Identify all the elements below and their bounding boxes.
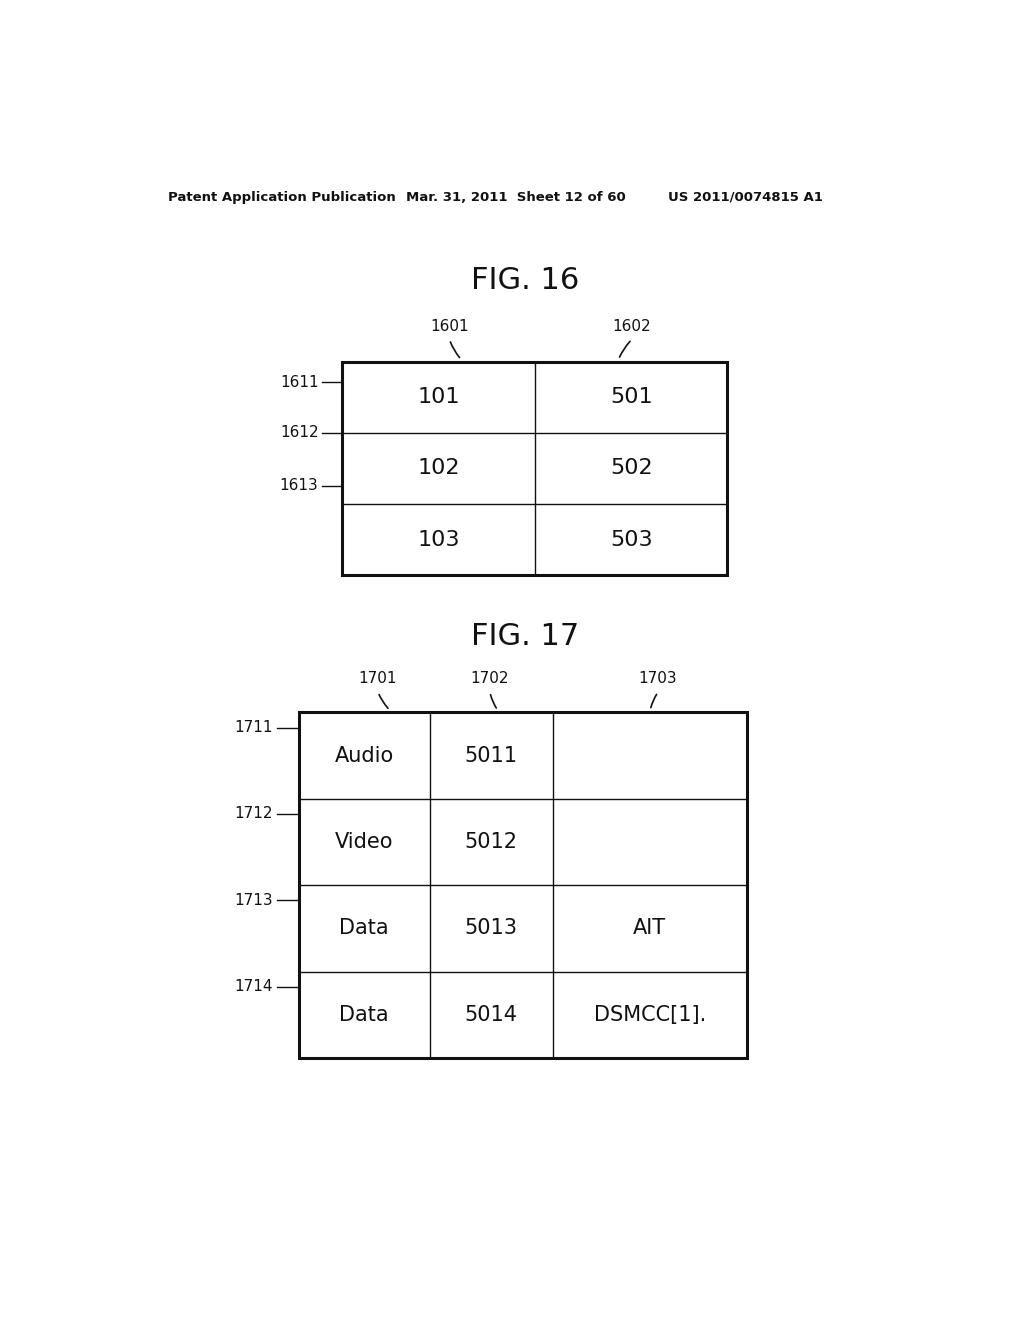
Bar bbox=[342, 362, 727, 576]
Text: 1713: 1713 bbox=[234, 892, 273, 908]
Text: 103: 103 bbox=[418, 529, 460, 549]
Text: FIG. 17: FIG. 17 bbox=[471, 622, 579, 651]
Text: 1613: 1613 bbox=[280, 478, 318, 494]
Text: Data: Data bbox=[339, 919, 389, 939]
Text: 501: 501 bbox=[610, 387, 652, 408]
Text: Patent Application Publication: Patent Application Publication bbox=[168, 190, 395, 203]
Text: Mar. 31, 2011  Sheet 12 of 60: Mar. 31, 2011 Sheet 12 of 60 bbox=[406, 190, 626, 203]
Text: 1601: 1601 bbox=[430, 318, 469, 334]
Text: Audio: Audio bbox=[335, 746, 393, 766]
Text: 1703: 1703 bbox=[639, 672, 678, 686]
Text: Video: Video bbox=[335, 832, 393, 851]
Text: 503: 503 bbox=[610, 529, 652, 549]
Text: Data: Data bbox=[339, 1005, 389, 1024]
Text: FIG. 16: FIG. 16 bbox=[471, 265, 579, 294]
Text: 102: 102 bbox=[418, 458, 460, 478]
Text: 1701: 1701 bbox=[358, 672, 397, 686]
Text: 5012: 5012 bbox=[465, 832, 517, 851]
Text: 5011: 5011 bbox=[465, 746, 517, 766]
Text: 101: 101 bbox=[418, 387, 460, 408]
Text: 1702: 1702 bbox=[471, 672, 509, 686]
Text: US 2011/0074815 A1: US 2011/0074815 A1 bbox=[668, 190, 822, 203]
Text: 1714: 1714 bbox=[234, 979, 273, 994]
Text: DSMCC[1].: DSMCC[1]. bbox=[594, 1005, 706, 1024]
Text: 1611: 1611 bbox=[280, 375, 318, 389]
Text: 5013: 5013 bbox=[465, 919, 517, 939]
Text: 1712: 1712 bbox=[234, 807, 273, 821]
Text: 1711: 1711 bbox=[234, 721, 273, 735]
Text: AIT: AIT bbox=[633, 919, 667, 939]
Text: 1602: 1602 bbox=[612, 318, 651, 334]
Text: 502: 502 bbox=[610, 458, 652, 478]
Bar bbox=[299, 713, 748, 1057]
Text: 1612: 1612 bbox=[280, 425, 318, 441]
Text: 5014: 5014 bbox=[465, 1005, 517, 1024]
